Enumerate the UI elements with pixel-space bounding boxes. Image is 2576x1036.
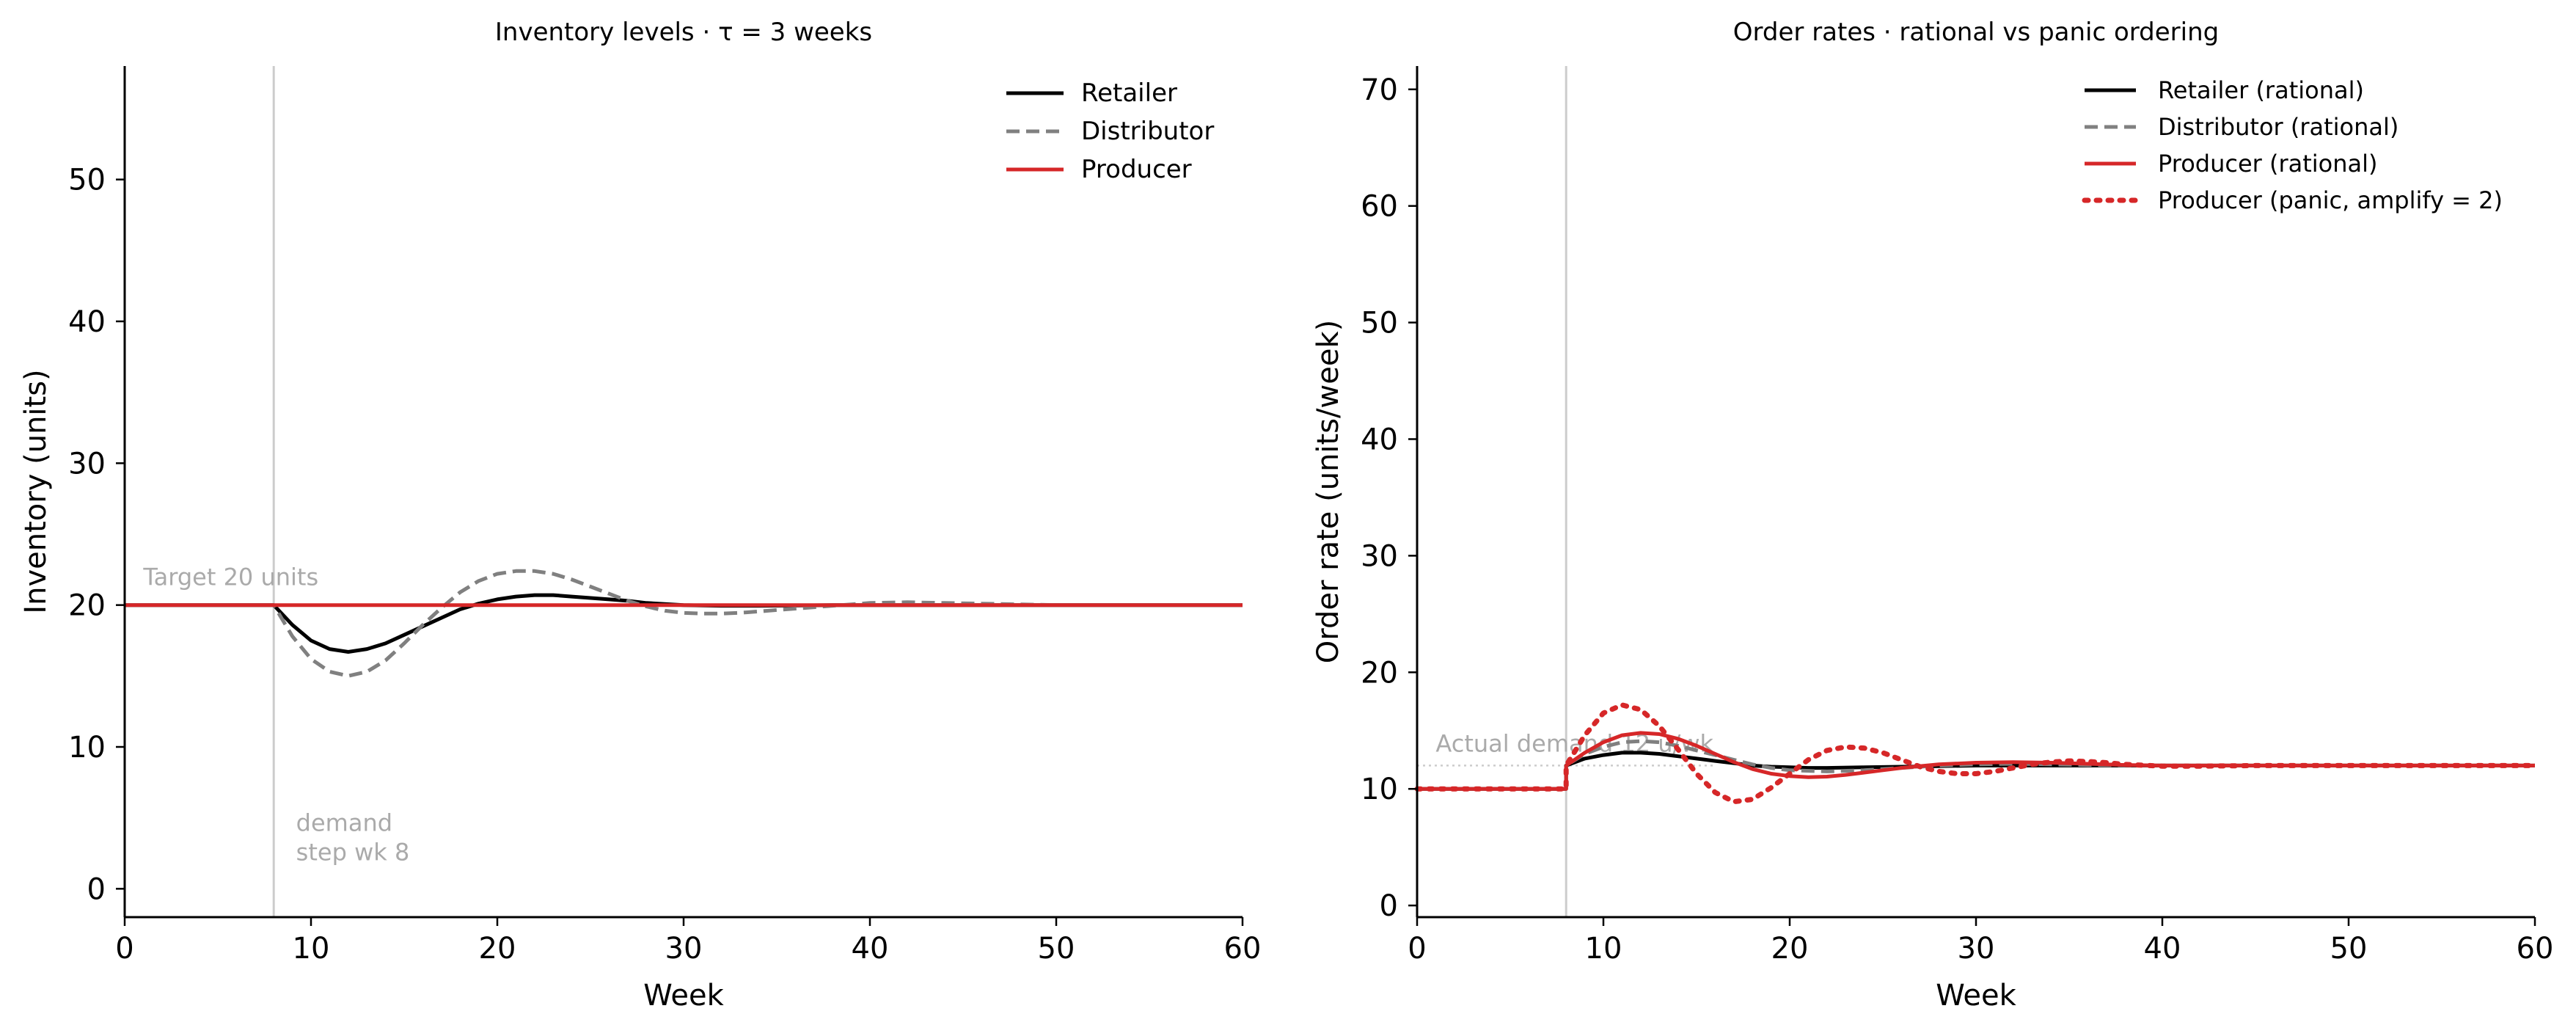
legend-label: Distributor (rational) <box>2158 113 2398 141</box>
x-tick-label: 60 <box>1224 932 1262 966</box>
legend-label: Retailer <box>1081 79 1177 108</box>
x-tick-label: 50 <box>2330 932 2368 966</box>
x-tick-label: 50 <box>1038 932 1075 966</box>
y-tick-label: 50 <box>68 164 106 197</box>
x-tick-label: 0 <box>115 932 133 966</box>
target-annotation: Target 20 units <box>142 563 318 591</box>
series-line <box>125 569 1243 678</box>
x-tick-label: 20 <box>479 932 516 966</box>
legend-label: Distributor <box>1081 117 1214 146</box>
y-tick-label: 20 <box>1361 656 1398 690</box>
y-tick-label: 70 <box>1361 73 1398 107</box>
inventory-chart: Inventory levels · τ = 3 weeks Target 20… <box>19 18 1261 1013</box>
legend-label: Producer (panic, amplify = 2) <box>2158 186 2503 214</box>
y-tick-label: 10 <box>68 731 106 765</box>
legend-label: Producer <box>1081 155 1192 184</box>
y-tick-label: 20 <box>68 589 106 623</box>
x-tick-label: 30 <box>665 932 703 966</box>
x-axis-label: Week <box>1936 979 2016 1013</box>
legend: Retailer Distributor Producer <box>1006 79 1214 184</box>
y-tick-label: 10 <box>1361 773 1398 806</box>
x-tick-label: 30 <box>1958 932 1995 966</box>
y-tick-label: 50 <box>1361 307 1398 340</box>
x-tick-label: 60 <box>2517 932 2554 966</box>
x-tick-label: 40 <box>2144 932 2181 966</box>
y-tick-label: 0 <box>87 872 106 906</box>
x-tick-label: 40 <box>852 932 889 966</box>
y-tick-label: 60 <box>1361 190 1398 224</box>
y-tick-label: 30 <box>1361 539 1398 573</box>
chart-title: Inventory levels · τ = 3 weeks <box>495 18 872 47</box>
y-tick-label: 40 <box>1361 423 1398 456</box>
y-axis-label: Inventory (units) <box>19 369 53 613</box>
demand-step-annotation: demand step wk 8 <box>296 809 410 867</box>
chart-title: Order rates · rational vs panic ordering <box>1733 18 2219 47</box>
x-tick-label: 10 <box>1585 932 1622 966</box>
legend: Retailer (rational) Distributor (rational… <box>2082 76 2503 214</box>
x-tick-label: 0 <box>1408 932 1426 966</box>
order-rate-chart: Order rates · rational vs panic ordering… <box>1311 18 2553 1013</box>
y-tick-label: 0 <box>1380 889 1398 923</box>
x-tick-label: 10 <box>293 932 330 966</box>
y-tick-label: 40 <box>68 305 106 339</box>
legend-label: Producer (rational) <box>2158 150 2378 178</box>
series-line <box>1417 731 2535 791</box>
y-axis-label: Order rate (units/week) <box>1311 320 1345 663</box>
x-axis-label: Week <box>643 979 724 1013</box>
x-tick-label: 20 <box>1771 932 1809 966</box>
legend-label: Retailer (rational) <box>2158 76 2364 104</box>
series-line <box>1414 702 2538 805</box>
y-tick-label: 30 <box>68 447 106 481</box>
